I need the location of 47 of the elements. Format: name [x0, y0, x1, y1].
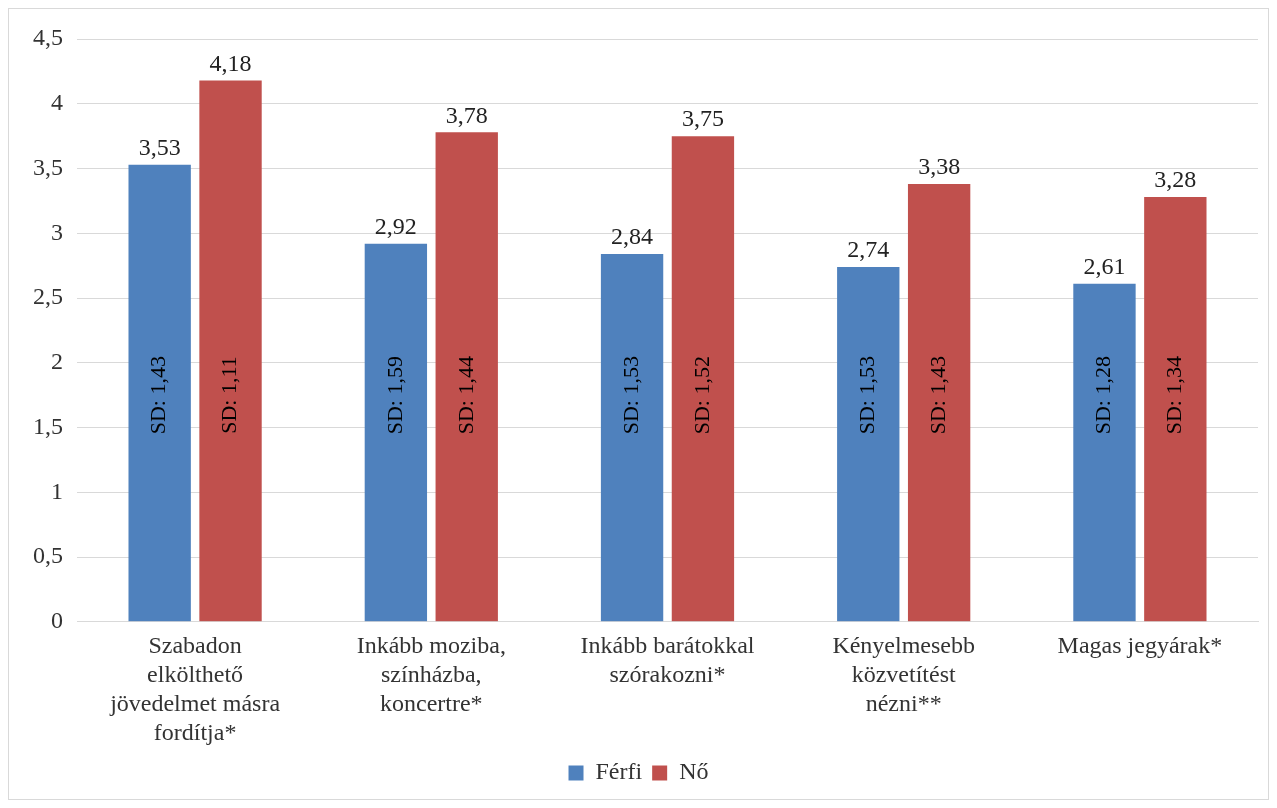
data-label: 3,78 — [445, 101, 488, 128]
bar — [435, 132, 498, 622]
y-tick-label: 1 — [51, 477, 63, 504]
bar — [600, 253, 664, 622]
annotation: SD: 1,11 — [216, 356, 242, 434]
annotation: SD: 1,59 — [381, 356, 407, 435]
x-tick-label: Inkább barátokkal szórakozni* — [580, 632, 755, 688]
y-tick-label: 2 — [51, 348, 63, 375]
y-tick-label: 4,5 — [33, 24, 63, 51]
data-label: 3,53 — [138, 133, 181, 160]
y-tick-label: 2,5 — [33, 283, 63, 310]
y-tick-label: 3,5 — [33, 153, 63, 180]
annotation: SD: 1,34 — [1161, 356, 1187, 435]
annotation: SD: 1,43 — [924, 356, 950, 435]
y-tick-label: 0 — [51, 607, 63, 634]
data-label: 3,28 — [1154, 166, 1197, 193]
bar — [671, 136, 735, 622]
bar — [1144, 197, 1207, 622]
data-label: 2,84 — [611, 223, 654, 250]
y-tick-label: 3 — [51, 218, 63, 245]
bar — [907, 184, 971, 622]
x-tick-label: Kényelmesebb közvetítést nézni** — [832, 632, 976, 717]
data-label: 2,92 — [374, 212, 417, 239]
y-tick-label: 4 — [51, 89, 63, 116]
data-label: 4,18 — [209, 49, 252, 76]
annotation: SD: 1,53 — [617, 356, 643, 435]
annotation: SD: 1,53 — [854, 356, 880, 435]
x-tick-label: Szabadon elkölthető jövedelmet másra fordítja* — [109, 632, 281, 745]
data-label: 2,74 — [847, 236, 890, 263]
x-tick-label: Magas jegyárak* — [1057, 632, 1223, 659]
bar — [837, 266, 900, 622]
annotation: SD: 1,28 — [1090, 356, 1116, 435]
annotation: SD: 1,44 — [452, 356, 478, 435]
legend-label: Nő — [679, 758, 709, 785]
bar — [128, 164, 191, 622]
data-label: 3,75 — [681, 105, 724, 132]
bar — [1073, 283, 1136, 622]
data-label: 2,61 — [1083, 253, 1126, 280]
bar — [364, 243, 428, 622]
y-tick-label: 1,5 — [33, 412, 63, 439]
y-tick-label: 0,5 — [33, 542, 63, 569]
x-tick-label: Inkább moziba, színházba, koncertre* — [356, 632, 506, 717]
annotation: SD: 1,52 — [688, 356, 714, 435]
legend-label: Férfi — [595, 758, 643, 785]
bar — [199, 80, 262, 622]
annotation: SD: 1,43 — [145, 356, 171, 435]
data-label: 3,38 — [918, 153, 961, 180]
